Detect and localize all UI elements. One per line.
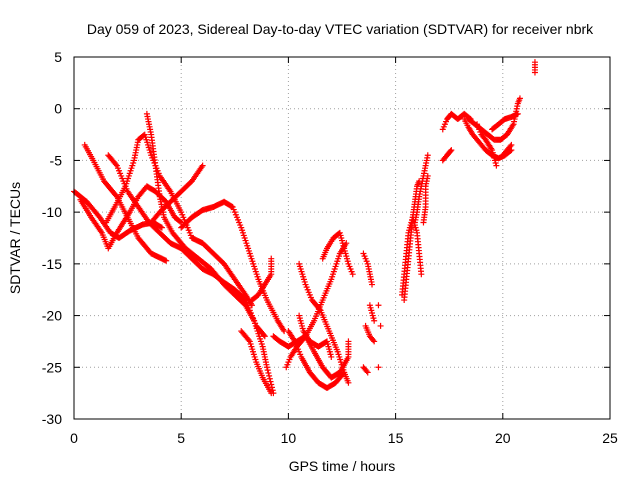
data-point: [268, 255, 275, 262]
y-tick-label: 5: [54, 49, 62, 65]
data-track: [474, 121, 500, 169]
data-point: [316, 306, 323, 313]
x-tick-label: 5: [177, 430, 185, 446]
x-tick-label: 0: [70, 430, 78, 446]
y-axis-label: SDTVAR / TECUs: [7, 182, 23, 294]
data-track: [360, 250, 376, 288]
data-point: [375, 364, 382, 371]
data-point: [375, 302, 382, 309]
y-tick-label: -20: [42, 308, 62, 324]
data-point: [424, 152, 431, 159]
data-track: [362, 322, 378, 345]
data-point: [268, 381, 275, 388]
data-point: [328, 353, 335, 360]
data-point: [157, 224, 164, 231]
y-tick-label: -30: [42, 411, 62, 427]
y-tick-label: -25: [42, 359, 62, 375]
y-tick-label: -5: [50, 152, 63, 168]
x-tick-label: 20: [495, 430, 511, 446]
data-track: [143, 110, 277, 397]
chart-title: Day 059 of 2023, Sidereal Day-to-day VTE…: [87, 21, 594, 37]
x-axis-label: GPS time / hours: [289, 458, 396, 474]
data-track: [178, 198, 288, 335]
data-point: [363, 368, 370, 375]
plot-frame: [73, 56, 611, 420]
data-track: [420, 172, 431, 226]
data-track: [360, 364, 371, 376]
data-track: [105, 152, 268, 340]
data-track: [461, 116, 515, 162]
data-track: [439, 110, 474, 133]
data-track: [248, 255, 275, 304]
data-point: [177, 218, 184, 225]
data-point: [261, 333, 268, 340]
x-tick-label: 15: [388, 430, 404, 446]
data-track: [375, 302, 382, 309]
data-track: [439, 147, 455, 164]
data-track: [148, 162, 206, 226]
y-tick-label: -15: [42, 256, 62, 272]
data-point: [163, 257, 170, 264]
data-point: [345, 379, 352, 386]
data-point: [349, 271, 356, 278]
data-point: [260, 332, 267, 339]
data-point: [516, 95, 523, 102]
data-point: [531, 69, 538, 76]
data-point: [112, 192, 119, 199]
data-point: [199, 162, 206, 169]
data-point: [448, 147, 455, 154]
data-point: [508, 141, 515, 148]
data-points: [71, 59, 538, 397]
data-track: [489, 110, 521, 133]
data-track: [401, 178, 423, 304]
data-track: [270, 333, 352, 381]
data-track: [283, 240, 350, 371]
data-point: [447, 148, 454, 155]
data-track: [296, 312, 335, 360]
y-tick-label: -10: [42, 204, 62, 220]
data-point: [424, 172, 431, 179]
data-point: [267, 378, 274, 385]
data-point: [507, 143, 514, 150]
data-point: [369, 281, 376, 288]
data-point: [265, 370, 272, 377]
data-point: [377, 322, 384, 329]
data-point: [364, 369, 371, 376]
x-tick-label: 10: [281, 430, 297, 446]
data-point: [370, 337, 377, 344]
data-track: [366, 302, 378, 324]
data-point: [268, 390, 275, 397]
data-point: [248, 302, 255, 309]
data-point: [264, 367, 271, 374]
data-point: [514, 110, 521, 117]
data-track: [377, 322, 384, 329]
data-point: [371, 317, 378, 324]
x-tick-label: 25: [602, 430, 618, 446]
data-point: [418, 271, 425, 278]
data-point: [371, 338, 378, 345]
data-point: [263, 364, 270, 371]
data-track: [81, 141, 170, 264]
data-point: [112, 161, 119, 168]
data-point: [345, 338, 352, 345]
data-point: [266, 372, 273, 379]
data-point: [341, 369, 348, 376]
data-track: [375, 364, 382, 371]
data-track: [531, 59, 538, 76]
data-point: [245, 337, 252, 344]
data-track: [238, 328, 275, 397]
data-track: [319, 229, 356, 278]
data-track: [296, 260, 348, 376]
data-point: [493, 162, 500, 169]
data-track: [499, 141, 515, 159]
y-tick-label: 0: [54, 101, 62, 117]
data-point: [266, 375, 273, 382]
data-point: [158, 224, 165, 231]
